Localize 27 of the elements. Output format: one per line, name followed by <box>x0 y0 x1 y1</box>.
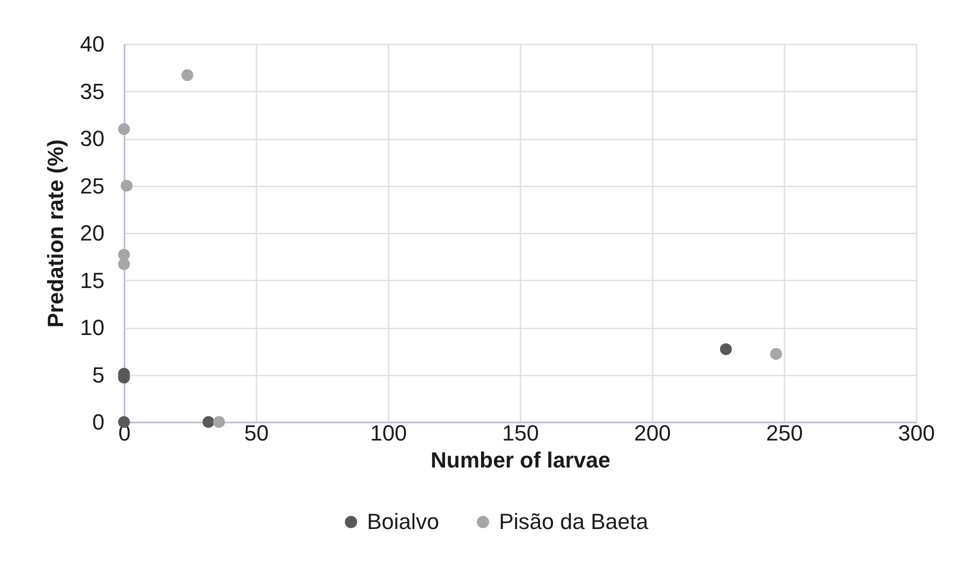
x-axis-title: Number of larvae <box>430 448 610 472</box>
point <box>720 343 732 356</box>
point <box>202 416 214 428</box>
x-tick-label: 300 <box>898 420 935 446</box>
y-axis-title: Predation rate (%) <box>43 139 68 328</box>
y-tick-label: 40 <box>80 32 104 56</box>
y-tick-label: 5 <box>92 362 104 388</box>
y-tick-label: 35 <box>80 78 104 104</box>
point <box>213 416 225 428</box>
x-tick-label: 50 <box>244 420 269 446</box>
y-tick-label: 20 <box>80 220 104 246</box>
x-tick-label: 100 <box>370 420 407 446</box>
y-tick-label: 25 <box>80 173 104 198</box>
point <box>118 123 130 135</box>
x-tick-label: 150 <box>502 420 539 446</box>
legend-label: Pisão da Baeta <box>499 509 649 534</box>
point <box>118 258 130 270</box>
point <box>120 180 133 192</box>
y-tick-label: 10 <box>80 315 104 340</box>
point <box>770 348 782 360</box>
legend-label: Boialvo <box>367 509 440 534</box>
x-tick-label: 200 <box>634 420 671 446</box>
y-tick-label: 15 <box>80 268 104 293</box>
y-tick-label: 30 <box>80 126 104 151</box>
point <box>118 248 130 261</box>
x-tick-label: 250 <box>766 420 803 446</box>
point <box>181 69 194 82</box>
